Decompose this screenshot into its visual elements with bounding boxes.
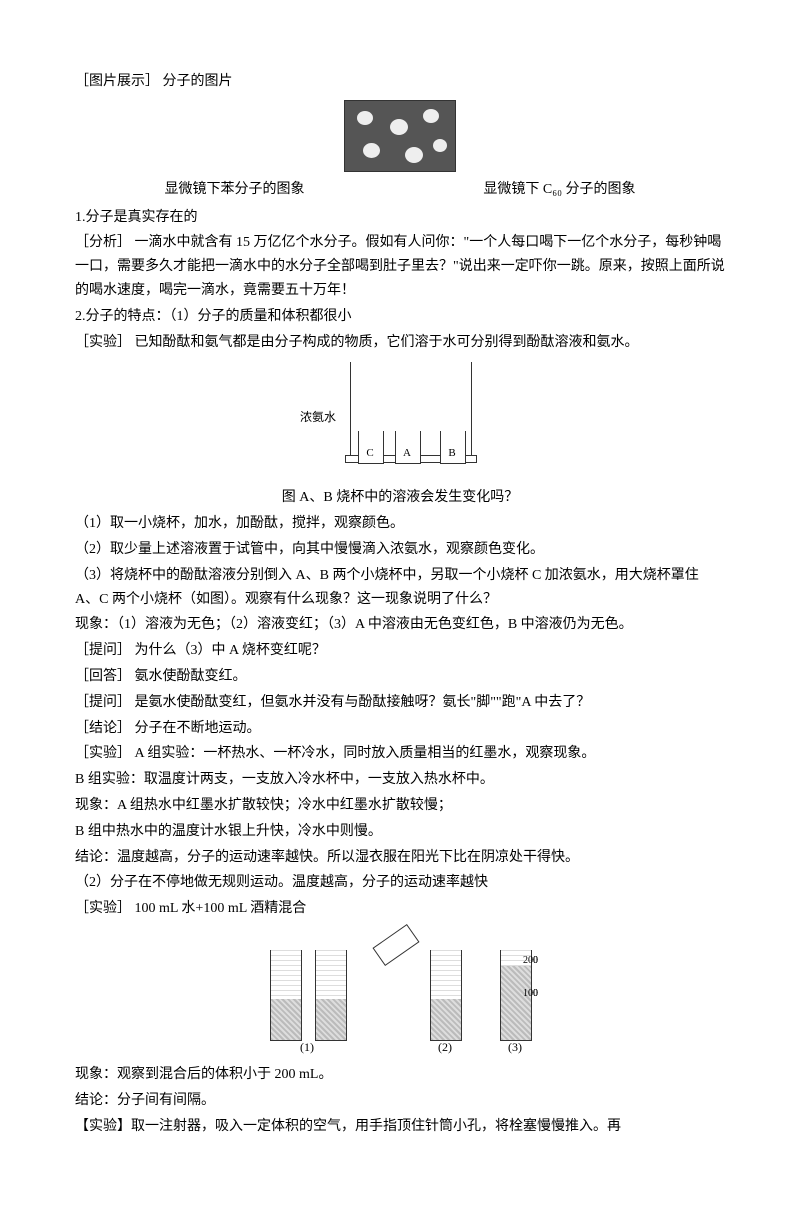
- exp3: ［实验］ 100 mL 水+100 mL 酒精混合: [75, 897, 725, 921]
- caption-row: 显微镜下苯分子的图象 显微镜下 C₆₀ 分子的图象: [75, 178, 725, 202]
- section2-title: 2.分子的特点：（1）分子的质量和体积都很小: [75, 305, 725, 329]
- beaker-figure: 浓氨水 酚酞溶液 C A B: [300, 362, 500, 482]
- exp2: ［实验］ A 组实验：一杯热水、一杯冷水，同时放入质量相当的红墨水，观察现象。: [75, 742, 725, 766]
- mark-100c: 100: [468, 988, 538, 999]
- caption-right: 显微镜下 C₆₀ 分子的图象: [483, 178, 635, 202]
- phenom2b: B 组中热水中的温度计水银上升快，冷水中则慢。: [75, 820, 725, 844]
- exp1: ［实验］ 已知酚酞和氨气都是由分子构成的物质，它们溶于水可分别得到酚酞溶液和氨水…: [75, 331, 725, 355]
- cyl-num-3: (3): [500, 1037, 530, 1057]
- phenom2a: 现象：A 组热水中红墨水扩散较快；冷水中红墨水扩散较慢；: [75, 794, 725, 818]
- step2: （2）取少量上述溶液置于试管中，向其中慢慢滴入浓氨水，观察颜色变化。: [75, 538, 725, 562]
- beaker-a-label: A: [395, 444, 419, 463]
- exp4: 【实验】取一注射器，吸入一定体积的空气，用手指顶住针筒小孔，将栓塞慢慢推入。再: [75, 1115, 725, 1139]
- cyl-num-2: (2): [430, 1037, 460, 1057]
- exp2b: B 组实验：取温度计两支，一支放入冷水杯中，一支放入热水杯中。: [75, 768, 725, 792]
- a1: ［回答］ 氨水使酚酞变红。: [75, 665, 725, 689]
- conc2: 结论：温度越高，分子的运动速率越快。所以湿衣服在阳光下比在阴凉处干得快。: [75, 846, 725, 870]
- molecule-image: [344, 100, 456, 172]
- section1-analysis: ［分析］ 一滴水中就含有 15 万亿亿个水分子。假如有人问你："一个人每口喝下一…: [75, 231, 725, 302]
- label-ammonia: 浓氨水: [300, 410, 336, 424]
- phenom: 现象：（1）溶液为无色；（2）溶液变红；（3）A 中溶液由无色变红色，B 中溶液…: [75, 613, 725, 637]
- mark-200c: 200: [468, 955, 538, 966]
- cylinder-figure: 200 100 (1) 200 100 (2) 200 100 (3): [230, 929, 570, 1059]
- beaker-caption: 图 A、B 烧杯中的溶液会发生变化吗？: [75, 486, 725, 510]
- section1-title: 1.分子是真实存在的: [75, 206, 725, 230]
- phenom3: 现象：观察到混合后的体积小于 200 mL。: [75, 1063, 725, 1087]
- image-display-label: ［图片展示］ 分子的图片: [75, 70, 725, 94]
- beaker-b-label: B: [440, 444, 464, 463]
- beaker-c-label: C: [358, 444, 382, 463]
- conc1: ［结论］ 分子在不断地运动。: [75, 717, 725, 741]
- step3: （3）将烧杯中的酚酞溶液分别倒入 A、B 两个小烧杯中，另取一个小烧杯 C 加浓…: [75, 564, 725, 612]
- point2: （2）分子在不停地做无规则运动。温度越高，分子的运动速率越快: [75, 871, 725, 895]
- step1: （1）取一小烧杯，加水，加酚酞，搅拌，观察颜色。: [75, 512, 725, 536]
- q1: ［提问］ 为什么（3）中 A 烧杯变红呢？: [75, 639, 725, 663]
- caption-left: 显微镜下苯分子的图象: [164, 178, 304, 202]
- conc3: 结论：分子间有间隔。: [75, 1089, 725, 1113]
- cyl-num-1: (1): [292, 1037, 322, 1057]
- q2: ［提问］ 是氨水使酚酞变红，但氨水并没有与酚酞接触呀？氨长"脚""跑"A 中去了…: [75, 691, 725, 715]
